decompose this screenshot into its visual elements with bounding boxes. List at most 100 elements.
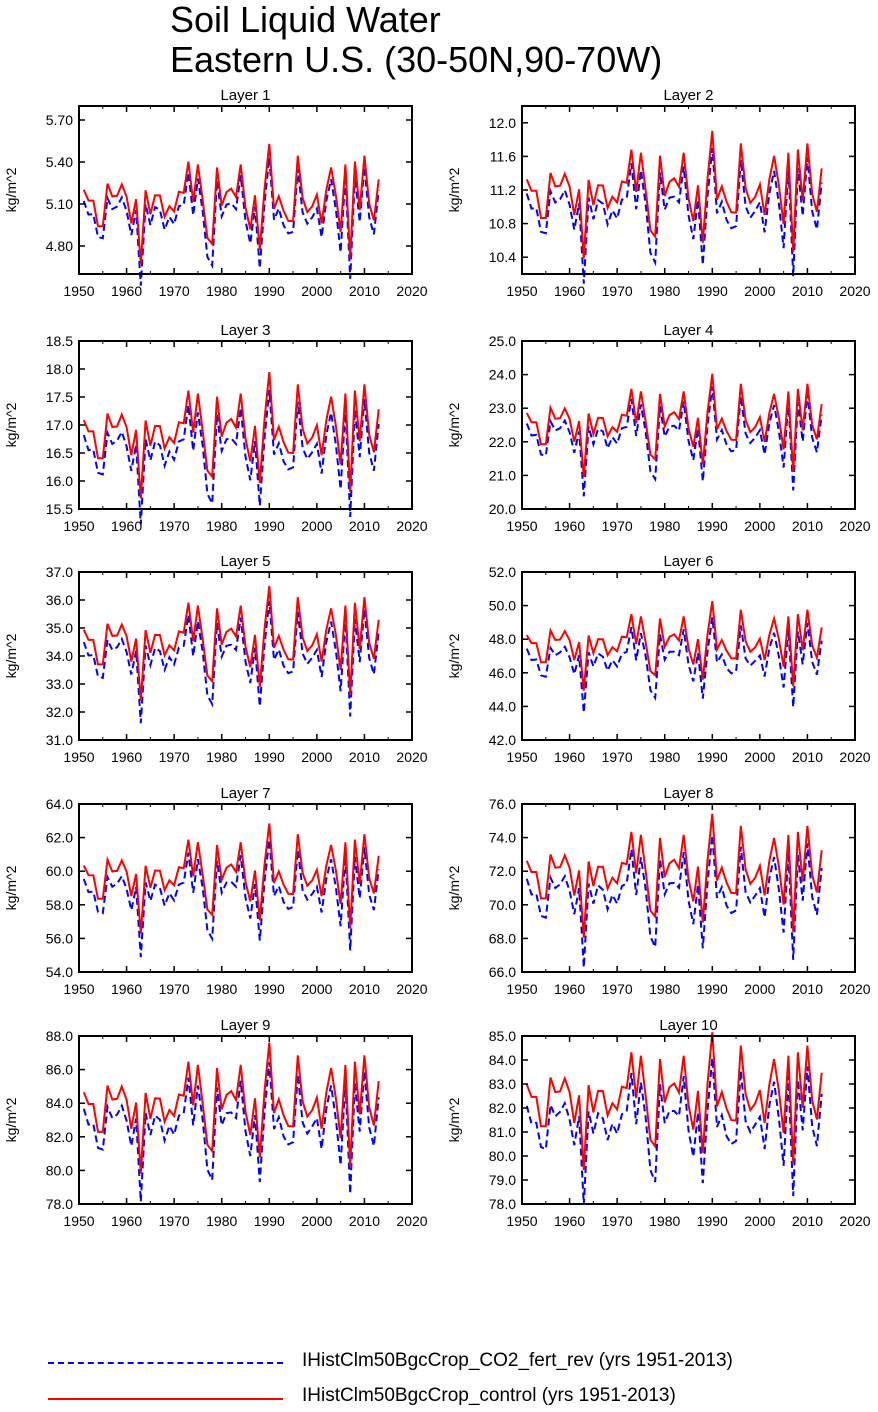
y-tick-label: 4.80	[46, 238, 73, 254]
y-tick-label: 62.0	[46, 830, 73, 846]
x-tick-label: 1970	[159, 981, 190, 997]
x-tick-label: 1950	[63, 1213, 94, 1229]
y-tick-label: 33.0	[46, 676, 73, 692]
y-tick-label: 52.0	[489, 564, 516, 580]
x-tick-label: 1990	[697, 283, 728, 299]
y-axis-label: kg/m^2	[446, 167, 462, 212]
y-tick-label: 60.0	[46, 863, 73, 879]
chart-layer-7: Layer 7 kg/m^2 1950 1960 1970 1980 1990 2000 201…	[3, 785, 428, 997]
chart-layer-10: Layer 10 kg/m^2 1950 1960 1970 1980 1990 2000 20…	[446, 1017, 871, 1229]
chart-layer-9: Layer 9 kg/m^2 1950 1960 1970 1980 1990 2000 201…	[3, 1017, 428, 1229]
y-tick-label: 50.0	[489, 598, 516, 614]
y-tick-label: 34.0	[46, 648, 73, 664]
x-tick-label: 2010	[792, 749, 823, 765]
chart-title: Layer 10	[659, 1017, 717, 1034]
x-tick-label: 1980	[649, 518, 680, 534]
x-tick-label: 1950	[506, 283, 537, 299]
y-tick-label: 54.0	[46, 964, 73, 980]
x-tick-label: 1980	[206, 749, 237, 765]
y-tick-label: 24.0	[489, 367, 516, 383]
x-tick-label: 1950	[506, 1213, 537, 1229]
y-tick-label: 42.0	[489, 732, 516, 748]
chart-layer-2: Layer 2 kg/m^2 1950 1960 1970 1980 1990 2000 201…	[446, 87, 871, 299]
series-line-control	[525, 1032, 823, 1170]
x-tick-label: 1950	[63, 518, 94, 534]
series-line-control	[525, 600, 823, 691]
y-tick-label: 17.5	[46, 389, 73, 405]
y-tick-label: 5.40	[46, 154, 73, 170]
series-line-fert-rev	[82, 157, 380, 286]
x-tick-label: 1970	[159, 1213, 190, 1229]
x-tick-label: 1970	[602, 981, 633, 997]
x-tick-label: 2000	[744, 518, 775, 534]
x-tick-label: 1990	[697, 518, 728, 534]
x-tick-label: 1990	[254, 749, 285, 765]
chart-layer-6: Layer 6 kg/m^2 1950 1960 1970 1980 1990 2000 201…	[446, 553, 871, 765]
x-tick-label: 1950	[506, 518, 537, 534]
x-tick-label: 2020	[396, 518, 427, 534]
y-tick-label: 5.10	[46, 196, 73, 212]
chart-title: Layer 2	[663, 87, 713, 104]
y-tick-label: 56.0	[46, 930, 73, 946]
x-tick-label: 2000	[744, 283, 775, 299]
x-tick-label: 1990	[697, 1213, 728, 1229]
x-tick-label: 1960	[554, 749, 585, 765]
y-tick-label: 79.0	[489, 1172, 516, 1188]
x-tick-label: 1980	[649, 981, 680, 997]
x-tick-label: 2000	[301, 981, 332, 997]
x-tick-label: 1980	[206, 1213, 237, 1229]
y-tick-label: 66.0	[489, 964, 516, 980]
x-tick-label: 1950	[63, 749, 94, 765]
series-line-fert-rev	[525, 386, 823, 497]
y-axis-label: kg/m^2	[3, 1097, 19, 1142]
y-tick-label: 64.0	[46, 796, 73, 812]
legend-line-control	[48, 1398, 283, 1400]
x-tick-label: 1970	[602, 1213, 633, 1229]
x-tick-label: 1970	[602, 518, 633, 534]
series-line-control	[82, 371, 380, 499]
y-tick-label: 10.4	[489, 249, 516, 265]
x-tick-label: 1970	[602, 749, 633, 765]
x-tick-label: 1990	[254, 981, 285, 997]
chart-layer-3: Layer 3 kg/m^2 1950 1960 1970 1980 1990 2000 201…	[3, 322, 428, 534]
series-line-control	[525, 813, 823, 938]
y-tick-label: 58.0	[46, 897, 73, 913]
x-tick-label: 1960	[111, 981, 142, 997]
y-tick-label: 25.0	[489, 333, 516, 349]
x-tick-label: 2010	[349, 981, 380, 997]
x-tick-label: 2020	[396, 283, 427, 299]
y-axis-label: kg/m^2	[446, 1097, 462, 1142]
y-tick-label: 11.2	[490, 182, 516, 198]
series-line-control	[82, 585, 380, 701]
y-tick-label: 12.0	[489, 115, 516, 131]
y-tick-label: 18.0	[46, 361, 73, 377]
y-tick-label: 76.0	[489, 796, 516, 812]
y-tick-label: 48.0	[489, 631, 516, 647]
x-tick-label: 2010	[792, 1213, 823, 1229]
y-tick-label: 20.0	[489, 501, 516, 517]
y-tick-label: 5.70	[46, 112, 73, 128]
x-tick-label: 1990	[697, 981, 728, 997]
x-tick-label: 2010	[349, 1213, 380, 1229]
x-tick-label: 2020	[839, 283, 870, 299]
y-tick-label: 72.0	[489, 863, 516, 879]
chart-title: Layer 6	[663, 553, 713, 570]
x-tick-label: 2020	[839, 981, 870, 997]
page-title: Soil Liquid Water	[170, 0, 441, 40]
series-line-control	[82, 1042, 380, 1174]
x-tick-label: 2020	[839, 518, 870, 534]
y-tick-label: 70.0	[489, 897, 516, 913]
y-axis-label: kg/m^2	[446, 865, 462, 910]
series-line-control	[82, 823, 380, 934]
x-tick-label: 1960	[554, 981, 585, 997]
y-tick-label: 82.0	[489, 1100, 516, 1116]
y-tick-label: 86.0	[46, 1062, 73, 1078]
y-tick-label: 80.0	[489, 1148, 516, 1164]
y-tick-label: 16.5	[46, 445, 73, 461]
series-line-fert-rev	[525, 835, 823, 968]
series-line-fert-rev	[525, 617, 823, 713]
x-tick-label: 1970	[159, 749, 190, 765]
chart-title: Layer 3	[220, 322, 270, 339]
y-tick-label: 36.0	[46, 592, 73, 608]
y-tick-label: 15.5	[46, 501, 73, 517]
